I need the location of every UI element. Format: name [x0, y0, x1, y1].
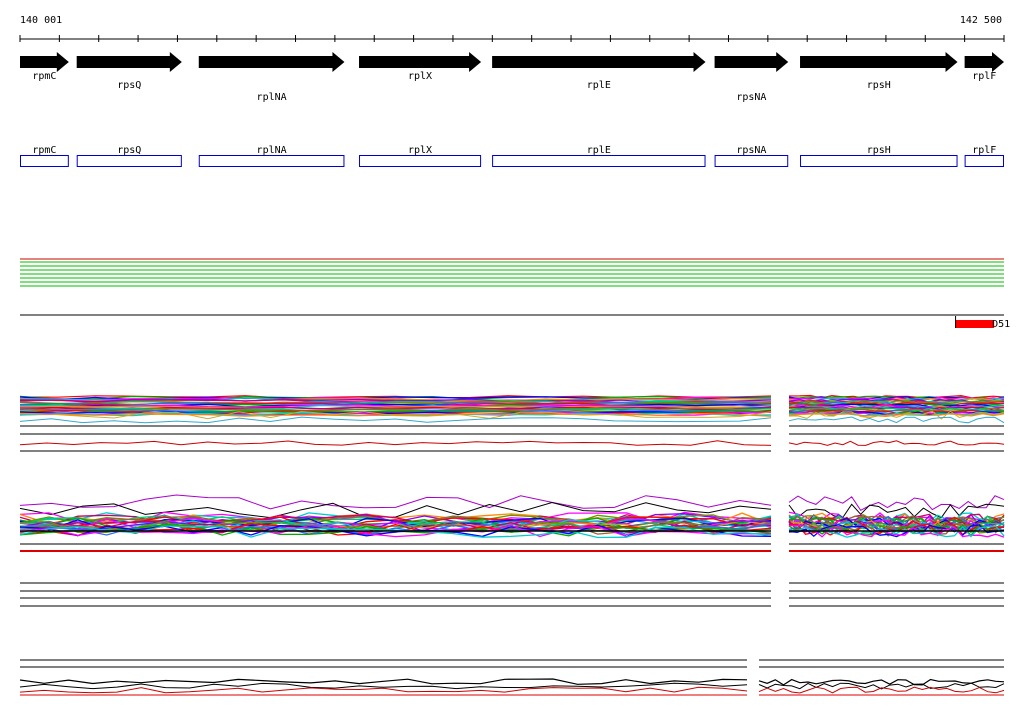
signal-line — [19, 400, 772, 405]
signal-line — [788, 521, 1005, 535]
gene-box-label: rplF — [972, 145, 996, 156]
gene-box-label: rpmC — [32, 145, 56, 156]
signal-line — [19, 416, 772, 424]
signal-line — [19, 398, 772, 402]
gene-box-rplx[interactable] — [359, 155, 482, 167]
signal-line — [788, 503, 1005, 519]
gene-arrow-rpsna[interactable] — [714, 52, 789, 72]
signal-line — [19, 412, 772, 417]
gene-box-rpmc[interactable] — [20, 155, 69, 167]
signal-line — [788, 402, 1005, 407]
gene-box-track: rpmC rpsQ rplNA rplX rplE rpsNA rpsH rplF — [20, 145, 1005, 167]
feature-track: D51 — [20, 314, 1010, 330]
signal-line — [19, 516, 772, 529]
signal-line — [758, 678, 1005, 686]
gene-box-label: rpsNA — [736, 145, 766, 156]
gene-arrow-rple[interactable] — [492, 52, 706, 72]
ruler-start-label: 140 001 — [20, 15, 62, 26]
gene-box-label: rplX — [408, 145, 432, 156]
signal-track-3 — [20, 582, 1004, 607]
gene-arrow-rplf[interactable] — [964, 52, 1004, 72]
gene-arrow-rplx[interactable] — [359, 52, 482, 72]
coverage-band-track — [20, 258, 1004, 287]
signal-line — [788, 495, 1005, 511]
signal-line — [788, 440, 1005, 446]
gene-arrow-label: rplE — [587, 80, 611, 91]
gene-arrow-label: rplF — [972, 71, 996, 82]
gene-box-label: rplE — [587, 145, 611, 156]
signal-line — [19, 440, 772, 446]
feature-marker[interactable] — [955, 320, 995, 328]
gene-box-rplf[interactable] — [964, 155, 1005, 167]
coordinate-ruler: 140 001 142 500 — [19, 15, 1005, 42]
signal-line — [758, 682, 1005, 690]
signal-line — [788, 410, 1005, 420]
signal-line — [788, 524, 1005, 538]
gene-box-rpsh[interactable] — [800, 155, 958, 167]
signal-line — [19, 410, 772, 420]
gene-arrow-label: rplX — [408, 71, 432, 82]
gene-arrow-label: rpsNA — [736, 92, 766, 103]
gene-box-label: rpsH — [867, 145, 891, 156]
signal-track-1 — [19, 394, 1005, 452]
gene-arrow-label: rpmC — [32, 71, 56, 82]
gene-arrow-label: rplNA — [257, 92, 287, 103]
signal-line — [788, 396, 1005, 401]
gene-box-rplna[interactable] — [198, 155, 345, 167]
ruler-end-label: 142 500 — [960, 15, 1002, 26]
signal-track-4 — [19, 659, 1005, 696]
signal-line — [19, 686, 748, 694]
gene-arrow-label: rpsH — [867, 80, 891, 91]
signal-line — [19, 524, 772, 538]
gene-box-rpsna[interactable] — [714, 155, 789, 167]
signal-line — [19, 678, 748, 685]
signal-line — [19, 682, 748, 690]
gene-arrow-rpsq[interactable] — [76, 52, 182, 72]
signal-line — [19, 494, 772, 510]
signal-line — [758, 686, 1005, 694]
signal-line — [788, 416, 1005, 424]
signal-line — [788, 524, 1005, 538]
signal-line — [19, 405, 772, 410]
gene-arrow-rpsh[interactable] — [800, 52, 958, 72]
gene-box-rple[interactable] — [492, 155, 706, 167]
ruler-ticks — [19, 35, 1005, 42]
gene-box-label: rpsQ — [117, 145, 141, 156]
gene-arrow-rplna[interactable] — [198, 52, 345, 72]
gene-arrow-track: rpmC rpsQ rplNA rplX rplE rpsNA rpsH rplF — [20, 52, 1004, 103]
gene-arrow-rpmc[interactable] — [20, 52, 69, 72]
gene-box-rpsq[interactable] — [76, 155, 182, 167]
signal-track-2 — [19, 494, 1005, 552]
gene-arrow-label: rpsQ — [117, 80, 141, 91]
signal-line — [19, 407, 772, 413]
gene-box-label: rplNA — [257, 145, 287, 156]
feature-marker-label: D51 — [992, 319, 1010, 330]
